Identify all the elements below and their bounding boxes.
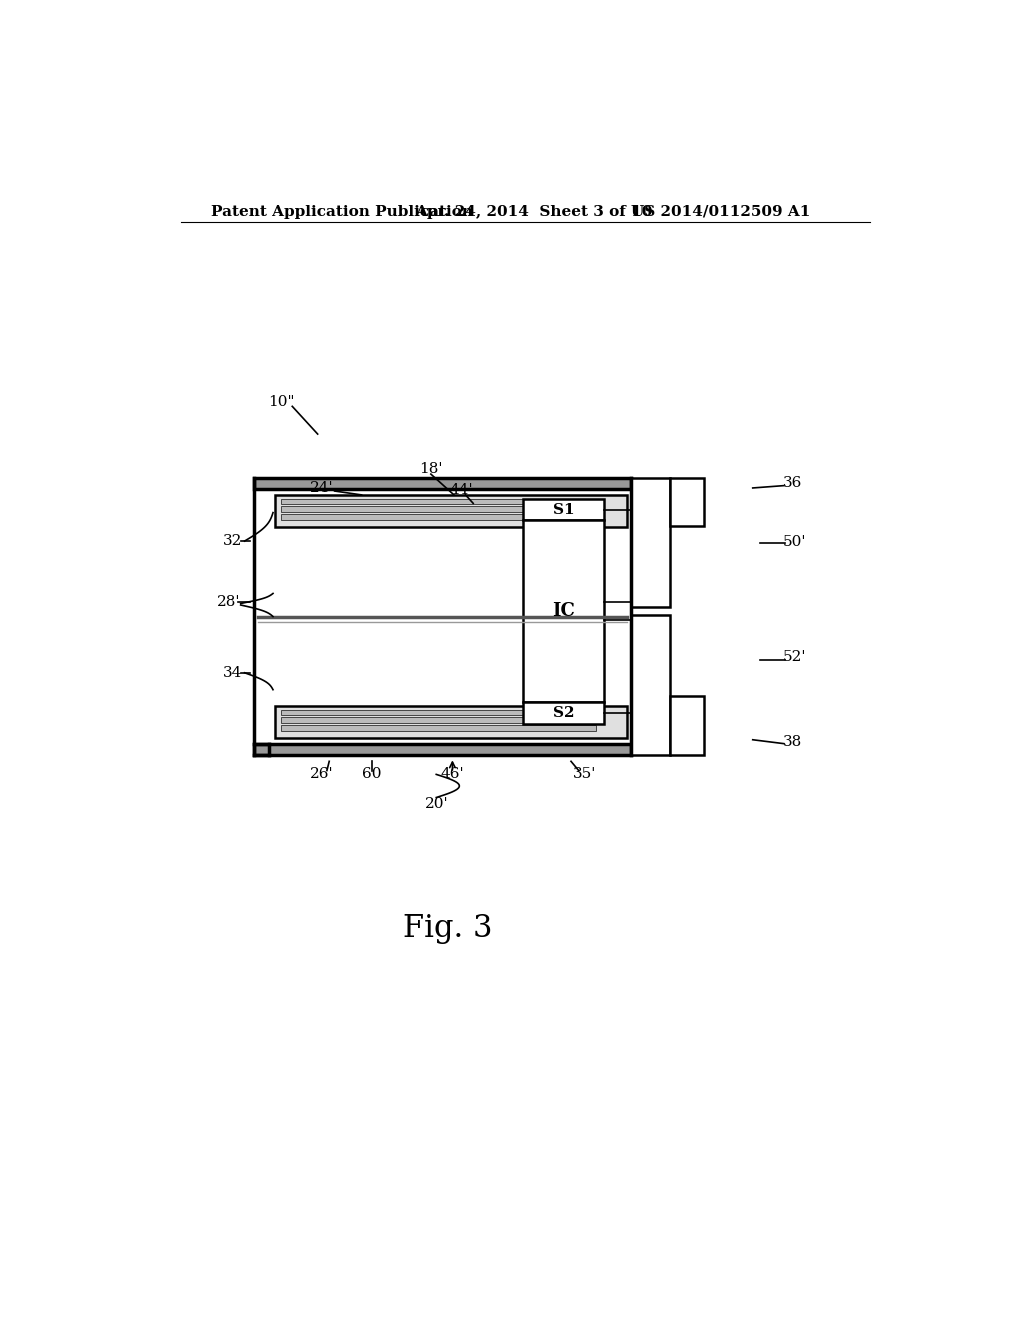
Text: Patent Application Publication: Patent Application Publication (211, 205, 473, 219)
Bar (282, 515, 596, 520)
Bar (282, 718, 596, 723)
Text: 10": 10" (268, 395, 295, 409)
Bar (670, 696, 705, 755)
Text: 24': 24' (309, 480, 334, 495)
Text: Fig. 3: Fig. 3 (403, 913, 493, 944)
Text: 50': 50' (782, 535, 806, 549)
Bar (254, 744, 631, 755)
Text: S1: S1 (553, 503, 574, 516)
Bar (523, 499, 604, 520)
Text: 52': 52' (782, 651, 806, 664)
Text: S2: S2 (553, 706, 574, 719)
Text: 44': 44' (450, 483, 473, 496)
Bar (275, 706, 628, 738)
Text: 38: 38 (783, 735, 803, 748)
Text: 26': 26' (309, 767, 334, 781)
Bar (254, 478, 631, 488)
Text: 28': 28' (217, 595, 241, 609)
Bar (670, 478, 705, 527)
Bar (282, 499, 596, 504)
Text: Apr. 24, 2014  Sheet 3 of 10: Apr. 24, 2014 Sheet 3 of 10 (416, 205, 653, 219)
Text: 35': 35' (573, 767, 597, 781)
Bar (523, 520, 604, 702)
Bar (282, 710, 596, 715)
Bar (275, 495, 628, 527)
Text: 32: 32 (223, 535, 243, 548)
Bar (282, 725, 596, 730)
Text: 20': 20' (424, 797, 449, 810)
Bar (631, 615, 670, 755)
Text: 46': 46' (440, 767, 464, 781)
Text: 36: 36 (783, 477, 803, 490)
Text: US 2014/0112509 A1: US 2014/0112509 A1 (631, 205, 810, 219)
Bar (523, 702, 604, 723)
Text: IC: IC (552, 602, 575, 620)
Text: 34: 34 (223, 665, 243, 680)
Bar (282, 507, 596, 512)
Text: 60: 60 (361, 767, 381, 781)
Text: 18': 18' (419, 462, 442, 475)
Bar (631, 478, 670, 607)
